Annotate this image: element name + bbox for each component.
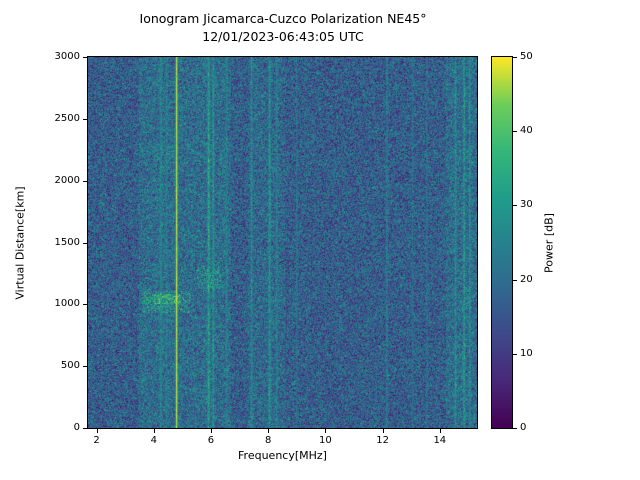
- y-tick-label: 0: [73, 422, 80, 433]
- x-tick-mark: [210, 429, 212, 433]
- colorbar-tick-mark: [513, 57, 517, 58]
- x-tick-mark: [325, 429, 327, 433]
- y-tick-mark: [83, 242, 87, 244]
- x-tick-label: 12: [376, 435, 389, 446]
- y-tick-mark: [83, 57, 87, 58]
- y-tick-mark: [83, 304, 87, 306]
- colorbar: [492, 57, 512, 428]
- chart-subtitle: 12/01/2023-06:43:05 UTC: [202, 29, 364, 44]
- y-tick-label: 1000: [54, 298, 80, 310]
- x-tick-label: 8: [265, 435, 272, 446]
- x-tick-mark: [439, 429, 441, 433]
- x-tick-label: 2: [93, 435, 100, 446]
- colorbar-tick-label: 40: [520, 125, 533, 137]
- plot-area: [88, 57, 477, 428]
- colorbar-tick-label: 0: [520, 422, 527, 433]
- colorbar-tick-mark: [513, 131, 517, 133]
- colorbar-tick-mark: [513, 279, 517, 281]
- y-tick-mark: [83, 118, 87, 120]
- x-axis-label: Frequency[MHz]: [238, 449, 327, 462]
- y-tick-label: 500: [60, 360, 80, 372]
- y-tick-label: 3000: [54, 51, 80, 62]
- colorbar-tick-label: 10: [520, 347, 533, 359]
- x-tick-mark: [96, 429, 98, 433]
- colorbar-tick-label: 30: [520, 199, 533, 211]
- x-tick-label: 14: [433, 435, 447, 446]
- y-tick-mark: [83, 366, 87, 368]
- colorbar-canvas: [492, 57, 512, 428]
- ionogram-heatmap: [88, 57, 477, 428]
- colorbar-tick-mark: [513, 205, 517, 207]
- x-tick-label: 10: [319, 435, 332, 446]
- colorbar-tick-label: 20: [520, 273, 533, 285]
- y-tick-label: 2000: [54, 174, 80, 186]
- colorbar-tick-label: 50: [520, 51, 533, 62]
- x-tick-label: 4: [150, 435, 157, 446]
- y-tick-mark: [83, 428, 87, 429]
- x-tick-label: 6: [207, 435, 215, 446]
- x-tick-mark: [382, 429, 384, 433]
- colorbar-tick-mark: [513, 428, 517, 429]
- colorbar-tick-mark: [513, 353, 517, 355]
- x-tick-mark: [153, 429, 155, 433]
- y-axis-label: Virtual Distance[km]: [13, 186, 27, 300]
- colorbar-label: Power [dB]: [542, 213, 556, 273]
- x-tick-mark: [268, 429, 270, 433]
- chart-title: Ionogram Jicamarca-Cuzco Polarization NE…: [139, 11, 427, 26]
- y-tick-label: 1500: [54, 236, 80, 248]
- y-tick-mark: [83, 180, 87, 182]
- y-tick-label: 2500: [54, 112, 80, 124]
